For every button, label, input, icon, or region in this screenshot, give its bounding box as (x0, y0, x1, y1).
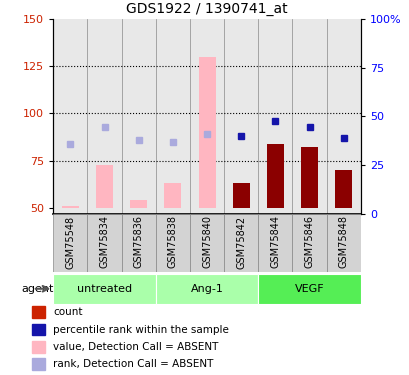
Text: GSM75836: GSM75836 (133, 216, 144, 268)
Text: GSM75842: GSM75842 (236, 216, 246, 268)
Bar (258, 214, 292, 272)
Bar (292, 19, 326, 214)
Bar (32, 324, 45, 336)
Bar (224, 214, 258, 272)
Bar (189, 19, 224, 214)
Bar (32, 341, 45, 353)
Text: value, Detection Call = ABSENT: value, Detection Call = ABSENT (53, 342, 218, 352)
Bar (232, 183, 249, 208)
Text: GSM75834: GSM75834 (99, 216, 109, 268)
Bar (326, 19, 360, 214)
Text: rank, Detection Call = ABSENT: rank, Detection Call = ABSENT (53, 359, 213, 369)
Bar (87, 214, 121, 272)
Bar (62, 206, 79, 208)
Title: GDS1922 / 1390741_at: GDS1922 / 1390741_at (126, 2, 287, 16)
Bar (121, 214, 155, 272)
Bar (334, 170, 351, 208)
Bar (300, 147, 317, 208)
Text: untreated: untreated (77, 284, 132, 294)
Text: GSM75838: GSM75838 (167, 216, 178, 268)
Bar (198, 57, 215, 208)
Bar (130, 201, 147, 208)
Bar (87, 19, 121, 214)
Text: GSM75548: GSM75548 (65, 216, 75, 268)
Text: GSM75840: GSM75840 (202, 216, 211, 268)
Bar (164, 183, 181, 208)
Bar (53, 19, 87, 214)
Bar (53, 214, 87, 272)
Bar (121, 19, 155, 214)
Bar (189, 214, 224, 272)
Bar (258, 274, 360, 304)
Text: GSM75846: GSM75846 (304, 216, 314, 268)
Bar (53, 274, 155, 304)
Text: agent: agent (21, 284, 53, 294)
Bar (155, 214, 189, 272)
Bar (32, 306, 45, 318)
Bar (96, 165, 113, 208)
Bar (155, 19, 189, 214)
Text: Ang-1: Ang-1 (190, 284, 223, 294)
Text: GSM75848: GSM75848 (338, 216, 348, 268)
Text: GSM75844: GSM75844 (270, 216, 280, 268)
Bar (155, 274, 258, 304)
Text: count: count (53, 307, 82, 317)
Bar (224, 19, 258, 214)
Bar (266, 144, 283, 208)
Bar (258, 19, 292, 214)
Bar (32, 358, 45, 370)
Text: VEGF: VEGF (294, 284, 324, 294)
Bar (326, 214, 360, 272)
Bar (292, 214, 326, 272)
Text: percentile rank within the sample: percentile rank within the sample (53, 324, 228, 334)
